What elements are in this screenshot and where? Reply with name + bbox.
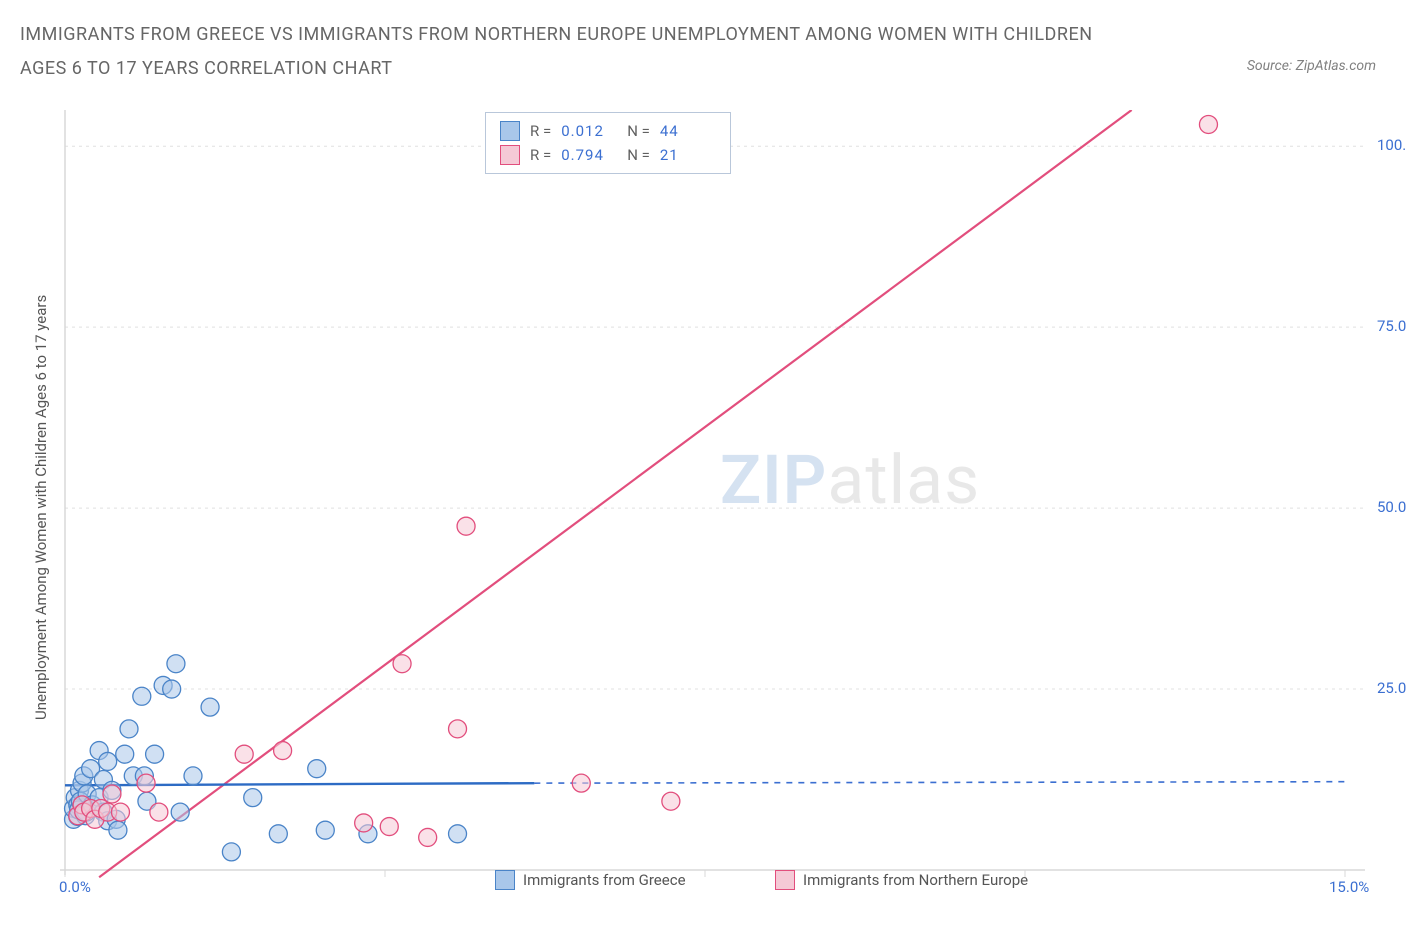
legend-swatch (495, 870, 515, 890)
source-label: Source: ZipAtlas.com (1247, 58, 1376, 74)
stat-row: R = 0.794 N = 21 (500, 143, 716, 167)
stat-n-label: N = (627, 122, 650, 140)
legend-swatch (775, 870, 795, 890)
stat-n-label: N = (627, 146, 650, 164)
series-legend-item: Immigrants from Northern Europe (775, 870, 1028, 890)
legend-label: Immigrants from Greece (523, 871, 686, 889)
stat-swatch (500, 121, 520, 141)
stat-r-value: 0.012 (561, 122, 617, 140)
chart-title: Immigrants from Greece vs Immigrants fro… (20, 18, 1120, 86)
stat-r-label: R = (530, 122, 551, 140)
stat-row: R = 0.012 N = 44 (500, 119, 716, 143)
y-tick-label: 75.0% (1377, 317, 1406, 335)
x-tick-label: 0.0% (59, 878, 91, 896)
x-tick-label: 15.0% (1329, 878, 1369, 896)
stats-legend: R = 0.012 N = 44 R = 0.794 N = 21 (485, 112, 731, 174)
stat-n-value: 21 (660, 146, 716, 164)
stat-r-label: R = (530, 146, 551, 164)
stat-r-value: 0.794 (561, 146, 617, 164)
legend-label: Immigrants from Northern Europe (803, 871, 1028, 889)
stat-swatch (500, 145, 520, 165)
stat-n-value: 44 (660, 122, 716, 140)
series-legend-item: Immigrants from Greece (495, 870, 686, 890)
chart-area: 25.0%50.0%75.0%100.0%0.0%15.0%Immigrants… (55, 110, 1375, 890)
y-tick-label: 100.0% (1377, 136, 1406, 154)
y-tick-label: 50.0% (1377, 498, 1406, 516)
y-axis-label: Unemployment Among Women with Children A… (32, 295, 50, 720)
y-tick-label: 25.0% (1377, 679, 1406, 697)
